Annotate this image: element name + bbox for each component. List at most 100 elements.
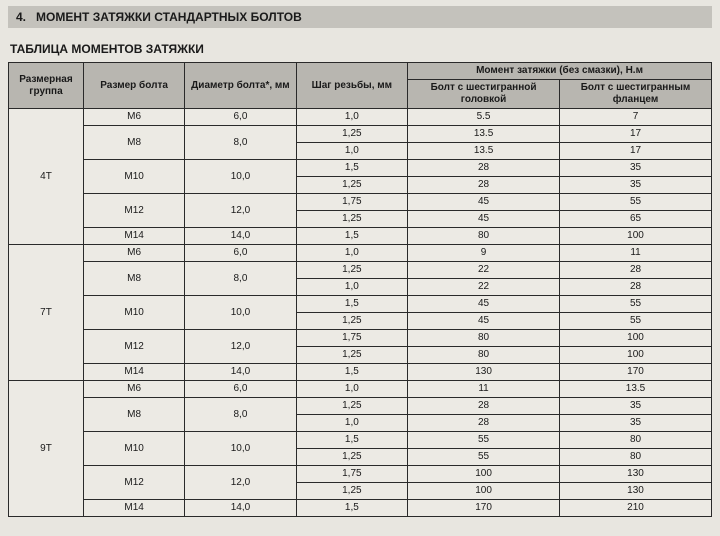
cell-torque-hex: 55 [408, 449, 560, 466]
cell-bolt-size: M10 [83, 296, 184, 330]
cell-pitch: 1,0 [296, 245, 407, 262]
cell-group: 4T [9, 109, 84, 245]
cell-torque-hex: 22 [408, 262, 560, 279]
cell-bolt-size: M6 [83, 245, 184, 262]
cell-torque-hex: 22 [408, 279, 560, 296]
cell-diameter: 6,0 [185, 109, 296, 126]
cell-bolt-size: M12 [83, 194, 184, 228]
cell-torque-hex: 55 [408, 432, 560, 449]
table-row: 7TM66,01,0911 [9, 245, 712, 262]
cell-torque-flange: 17 [560, 126, 712, 143]
cell-pitch: 1,75 [296, 466, 407, 483]
cell-torque-hex: 80 [408, 347, 560, 364]
cell-diameter: 14,0 [185, 228, 296, 245]
cell-pitch: 1,0 [296, 143, 407, 160]
cell-pitch: 1,0 [296, 381, 407, 398]
cell-torque-flange: 28 [560, 262, 712, 279]
torque-table: Размерная группа Размер болта Диаметр бо… [8, 62, 712, 517]
cell-bolt-size: M14 [83, 364, 184, 381]
section-title: МОМЕНТ ЗАТЯЖКИ СТАНДАРТНЫХ БОЛТОВ [36, 10, 302, 24]
cell-diameter: 12,0 [185, 194, 296, 228]
table-head: Размерная группа Размер болта Диаметр бо… [9, 63, 712, 109]
cell-pitch: 1,0 [296, 415, 407, 432]
cell-bolt-size: M12 [83, 466, 184, 500]
cell-torque-hex: 45 [408, 194, 560, 211]
cell-pitch: 1,25 [296, 347, 407, 364]
cell-diameter: 12,0 [185, 466, 296, 500]
page: 4. МОМЕНТ ЗАТЯЖКИ СТАНДАРТНЫХ БОЛТОВ ТАБ… [0, 0, 720, 523]
cell-torque-hex: 28 [408, 177, 560, 194]
cell-bolt-size: M10 [83, 432, 184, 466]
cell-bolt-size: M8 [83, 126, 184, 160]
cell-bolt-size: M6 [83, 109, 184, 126]
cell-torque-flange: 210 [560, 500, 712, 517]
cell-torque-hex: 5.5 [408, 109, 560, 126]
cell-group: 9T [9, 381, 84, 517]
cell-torque-hex: 9 [408, 245, 560, 262]
cell-torque-hex: 45 [408, 296, 560, 313]
cell-torque-flange: 170 [560, 364, 712, 381]
cell-diameter: 8,0 [185, 126, 296, 160]
table-title: ТАБЛИЦА МОМЕНТОВ ЗАТЯЖКИ [10, 42, 712, 56]
col-torque-flange: Болт с шестигранным фланцем [560, 80, 712, 109]
cell-diameter: 10,0 [185, 432, 296, 466]
cell-diameter: 10,0 [185, 160, 296, 194]
cell-diameter: 6,0 [185, 245, 296, 262]
table-row: M88,01,252228 [9, 262, 712, 279]
cell-torque-hex: 100 [408, 466, 560, 483]
cell-bolt-size: M12 [83, 330, 184, 364]
cell-pitch: 1,5 [296, 296, 407, 313]
cell-pitch: 1,0 [296, 109, 407, 126]
table-row: M1212,01,7580100 [9, 330, 712, 347]
table-row: M1414,01,5170210 [9, 500, 712, 517]
col-torque-hex: Болт с шестигранной головкой [408, 80, 560, 109]
section-header-bar: 4. МОМЕНТ ЗАТЯЖКИ СТАНДАРТНЫХ БОЛТОВ [8, 6, 712, 28]
cell-diameter: 14,0 [185, 500, 296, 517]
cell-torque-flange: 17 [560, 143, 712, 160]
cell-bolt-size: M10 [83, 160, 184, 194]
cell-torque-hex: 28 [408, 160, 560, 177]
cell-torque-flange: 35 [560, 398, 712, 415]
cell-pitch: 1,5 [296, 228, 407, 245]
cell-torque-flange: 35 [560, 177, 712, 194]
cell-torque-hex: 13.5 [408, 126, 560, 143]
table-row: M1414,01,5130170 [9, 364, 712, 381]
cell-bolt-size: M6 [83, 381, 184, 398]
cell-pitch: 1,25 [296, 313, 407, 330]
col-group: Размерная группа [9, 63, 84, 109]
cell-pitch: 1,5 [296, 160, 407, 177]
table-row: M1414,01,580100 [9, 228, 712, 245]
cell-torque-hex: 11 [408, 381, 560, 398]
cell-pitch: 1,5 [296, 432, 407, 449]
section-number: 4. [16, 10, 26, 24]
cell-pitch: 1,75 [296, 194, 407, 211]
table-row: M1212,01,75100130 [9, 466, 712, 483]
cell-torque-flange: 80 [560, 432, 712, 449]
cell-torque-hex: 13.5 [408, 143, 560, 160]
table-row: M1010,01,52835 [9, 160, 712, 177]
table-row: M1010,01,55580 [9, 432, 712, 449]
cell-pitch: 1,25 [296, 262, 407, 279]
cell-torque-flange: 11 [560, 245, 712, 262]
cell-group: 7T [9, 245, 84, 381]
cell-torque-hex: 45 [408, 211, 560, 228]
cell-diameter: 12,0 [185, 330, 296, 364]
cell-bolt-size: M8 [83, 262, 184, 296]
cell-torque-flange: 55 [560, 296, 712, 313]
cell-bolt-size: M8 [83, 398, 184, 432]
cell-torque-flange: 55 [560, 194, 712, 211]
cell-torque-flange: 80 [560, 449, 712, 466]
cell-torque-flange: 130 [560, 483, 712, 500]
cell-diameter: 6,0 [185, 381, 296, 398]
cell-torque-hex: 28 [408, 415, 560, 432]
cell-torque-hex: 45 [408, 313, 560, 330]
cell-diameter: 10,0 [185, 296, 296, 330]
cell-torque-hex: 28 [408, 398, 560, 415]
cell-torque-hex: 170 [408, 500, 560, 517]
cell-torque-flange: 55 [560, 313, 712, 330]
cell-torque-flange: 28 [560, 279, 712, 296]
cell-torque-flange: 130 [560, 466, 712, 483]
cell-pitch: 1,5 [296, 500, 407, 517]
cell-diameter: 14,0 [185, 364, 296, 381]
table-row: M1010,01,54555 [9, 296, 712, 313]
